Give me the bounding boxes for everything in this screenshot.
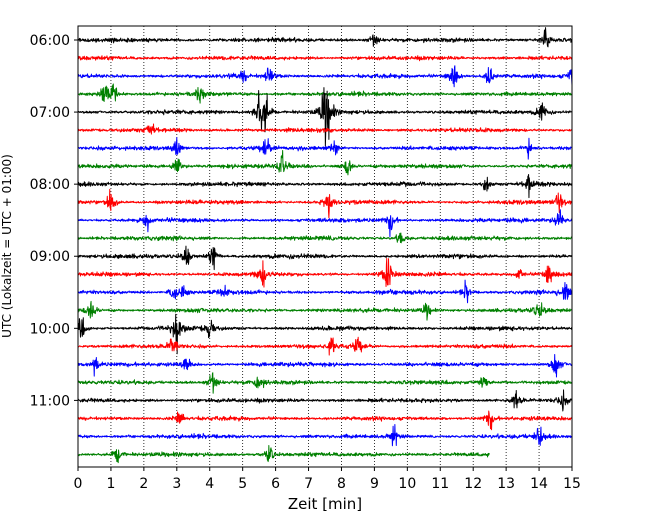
trace-1000 xyxy=(77,313,573,355)
y-tick-label: 06:00 xyxy=(30,33,70,49)
trace-0815 xyxy=(77,188,573,219)
y-axis-label: UTC (Lokalzeit = UTC + 01:00) xyxy=(0,154,14,338)
y-axis-ticks: 06:00 07:00 08:00 09:00 10:00 11:00 xyxy=(30,33,78,409)
x-tick-label: 15 xyxy=(563,476,581,492)
x-tick-label: 7 xyxy=(304,476,313,492)
x-axis-ticks: 0 1 2 3 4 5 6 7 8 9 10 11 12 13 14 15 xyxy=(74,467,581,492)
x-tick-label: 5 xyxy=(238,476,247,492)
trace-1130 xyxy=(77,423,573,447)
x-axis-label: Zeit [min] xyxy=(288,495,362,513)
x-tick-label: 14 xyxy=(530,476,548,492)
trace-1045 xyxy=(77,372,573,394)
trace-0600 xyxy=(77,27,573,48)
trace-0900 xyxy=(77,245,573,271)
y-tick-label: 07:00 xyxy=(30,105,70,121)
y-tick-label: 10:00 xyxy=(30,321,70,337)
trace-1115 xyxy=(77,410,573,431)
trace-0630 xyxy=(77,65,573,88)
trace-0730 xyxy=(77,137,573,160)
x-tick-label: 12 xyxy=(464,476,482,492)
trace-0830 xyxy=(77,209,573,238)
x-tick-label: 10 xyxy=(398,476,416,492)
x-tick-label: 4 xyxy=(205,476,214,492)
x-tick-label: 8 xyxy=(337,476,346,492)
trace-0745 xyxy=(77,149,573,176)
trace-0945 xyxy=(77,300,573,321)
trace-0800 xyxy=(77,174,573,199)
trace-0915 xyxy=(77,257,573,288)
y-tick-label: 11:00 xyxy=(30,393,70,409)
x-tick-label: 3 xyxy=(172,476,181,492)
trace-1100 xyxy=(77,389,573,412)
x-tick-label: 13 xyxy=(497,476,515,492)
trace-0715 xyxy=(77,123,573,135)
trace-0930 xyxy=(77,279,573,304)
trace-1145 xyxy=(77,445,490,464)
trace-1030 xyxy=(77,353,573,378)
trace-1015 xyxy=(77,336,573,356)
trace-group xyxy=(77,27,573,464)
trace-0845 xyxy=(77,232,573,244)
x-tick-label: 9 xyxy=(370,476,379,492)
x-tick-label: 2 xyxy=(139,476,148,492)
trace-0700 xyxy=(77,87,573,147)
x-tick-label: 11 xyxy=(431,476,449,492)
y-tick-label: 09:00 xyxy=(30,249,70,265)
trace-0615 xyxy=(77,55,573,62)
plot-frame xyxy=(77,25,573,468)
x-tick-label: 6 xyxy=(271,476,280,492)
x-tick-label: 0 xyxy=(74,476,83,492)
y-tick-label: 08:00 xyxy=(30,177,70,193)
x-tick-label: 1 xyxy=(106,476,115,492)
